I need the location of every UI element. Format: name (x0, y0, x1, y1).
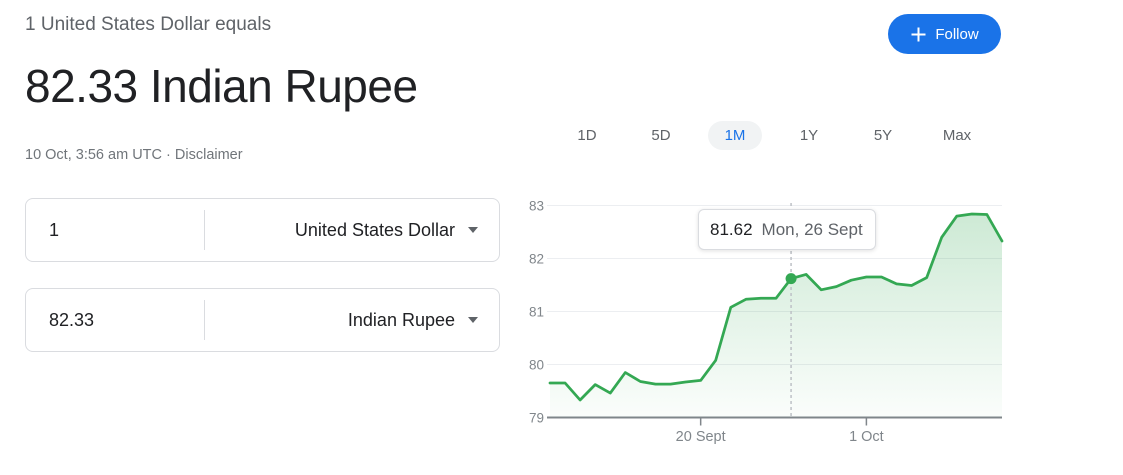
tab-5d[interactable]: 5D (651, 127, 671, 144)
currency-label: Indian Rupee (347, 309, 455, 330)
disclaimer-link[interactable]: Disclaimer (174, 147, 243, 163)
conversion-subtitle: 1 United States Dollar equals (25, 14, 272, 35)
converter-row-to: Indian Rupee (25, 288, 500, 352)
chevron-down-icon (468, 227, 478, 233)
y-axis-label: 79 (529, 411, 544, 426)
converter-row-from: United States Dollar (25, 198, 500, 262)
y-axis-label: 80 (529, 358, 544, 373)
separator-dot: · (166, 147, 171, 163)
tab-1y[interactable]: 1Y (799, 127, 819, 144)
tab-5y[interactable]: 5Y (873, 127, 893, 144)
y-axis-label: 83 (529, 199, 544, 214)
currency-select-from[interactable]: United States Dollar (295, 220, 478, 241)
field-divider (204, 300, 205, 340)
tab-1m[interactable]: 1M (708, 121, 762, 150)
conversion-result: 82.33 Indian Rupee (25, 60, 418, 112)
chevron-down-icon (468, 317, 478, 323)
exchange-rate-chart[interactable]: 79 80 81 82 83 20 Sept 1 Oct (510, 190, 1023, 475)
x-axis-label: 20 Sept (676, 429, 726, 445)
range-tabs: 1D 5D 1M 1Y 5Y Max (560, 121, 1004, 150)
amount-input-from[interactable] (49, 219, 189, 241)
follow-label: Follow (935, 25, 979, 43)
field-divider (204, 210, 205, 250)
amount-input-to[interactable] (49, 309, 189, 331)
y-axis-label: 82 (529, 252, 544, 267)
tab-1d[interactable]: 1D (577, 127, 597, 144)
tab-max[interactable]: Max (942, 127, 972, 144)
x-axis-label: 1 Oct (849, 429, 884, 445)
timestamp-row: 10 Oct, 3:56 am UTC · Disclaimer (25, 147, 243, 163)
plus-icon (911, 27, 926, 41)
currency-label: United States Dollar (294, 219, 455, 240)
timestamp: 10 Oct, 3:56 am UTC (25, 147, 162, 163)
y-axis-label: 81 (529, 305, 544, 320)
follow-button[interactable]: Follow (888, 14, 1001, 54)
chart-area-fill (550, 214, 1002, 418)
chart-tooltip: 81.62 Mon, 26 Sept (698, 209, 876, 250)
tooltip-date: Mon, 26 Sept (761, 219, 863, 239)
tooltip-value: 81.62 (710, 219, 753, 239)
currency-select-to[interactable]: Indian Rupee (348, 310, 478, 331)
highlight-dot (785, 273, 797, 285)
chart-line (548, 212, 1004, 402)
